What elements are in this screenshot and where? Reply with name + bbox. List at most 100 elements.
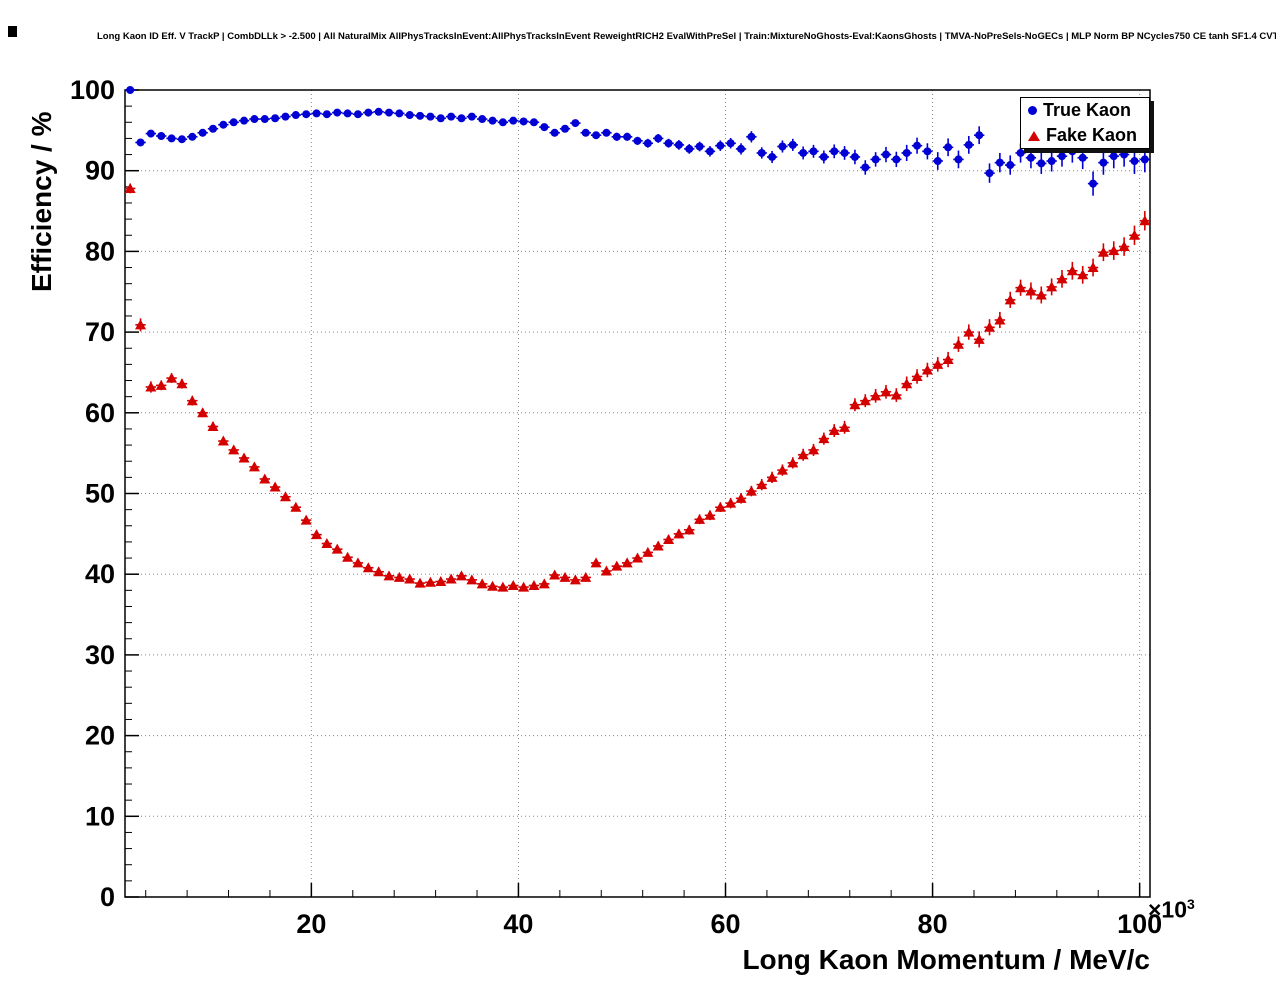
- x-tick-label: 100: [1117, 909, 1162, 939]
- x-axis-multiplier: ×103: [1148, 896, 1195, 924]
- data-point: [271, 114, 280, 123]
- data-point: [1109, 152, 1118, 161]
- x-tick-label: 80: [918, 909, 948, 939]
- data-point: [333, 108, 342, 117]
- data-point: [861, 163, 870, 172]
- data-point: [476, 578, 488, 589]
- data-point: [954, 155, 963, 164]
- y-tick-label: 70: [85, 317, 115, 347]
- data-point: [1108, 245, 1120, 256]
- data-point: [569, 574, 581, 585]
- data-point: [923, 147, 932, 156]
- data-point: [467, 112, 476, 121]
- data-point: [932, 358, 944, 369]
- data-point: [1004, 294, 1016, 305]
- data-point: [426, 112, 435, 121]
- data-point: [685, 144, 694, 153]
- data-point: [840, 148, 849, 157]
- data-point: [529, 118, 538, 127]
- y-tick-label: 10: [85, 801, 115, 831]
- data-point: [228, 444, 240, 455]
- data-point: [902, 148, 911, 157]
- data-point: [1140, 155, 1149, 164]
- data-point: [240, 116, 249, 125]
- data-point: [124, 182, 136, 193]
- data-point: [281, 112, 290, 121]
- data-point: [1035, 289, 1047, 300]
- series-true-kaon: [125, 86, 1150, 196]
- data-point: [507, 579, 519, 590]
- data-point: [704, 509, 716, 520]
- data-point: [435, 575, 447, 586]
- data-point: [322, 110, 331, 119]
- data-point: [198, 128, 207, 137]
- data-point: [374, 107, 383, 116]
- data-point: [952, 338, 964, 349]
- data-point: [550, 128, 559, 137]
- data-point: [478, 115, 487, 124]
- data-point: [984, 321, 996, 332]
- data-point: [166, 372, 178, 383]
- data-point: [964, 140, 973, 149]
- data-point: [269, 481, 281, 492]
- legend: True Kaon Fake Kaon: [1020, 97, 1150, 149]
- data-point: [995, 158, 1004, 167]
- data-point: [1046, 281, 1058, 292]
- data-point: [1066, 265, 1078, 276]
- data-point: [561, 124, 570, 133]
- data-point: [1057, 152, 1066, 161]
- data-point: [343, 109, 352, 118]
- data-point: [447, 112, 456, 121]
- data-point: [1139, 215, 1151, 226]
- data-point: [1056, 273, 1068, 284]
- y-tick-label: 50: [85, 479, 115, 509]
- data-point: [776, 464, 788, 475]
- data-point: [1089, 179, 1098, 188]
- data-point: [600, 565, 612, 576]
- data-point: [714, 501, 726, 512]
- data-point: [509, 116, 518, 125]
- data-point: [1068, 147, 1077, 156]
- data-point: [290, 501, 302, 512]
- data-point: [735, 492, 747, 503]
- data-point: [238, 452, 250, 463]
- data-point: [167, 134, 176, 143]
- data-point: [726, 139, 735, 148]
- data-point: [383, 570, 395, 581]
- data-point: [1097, 246, 1109, 257]
- data-point: [830, 147, 839, 156]
- data-point: [1026, 153, 1035, 162]
- data-point: [528, 579, 540, 590]
- legend-label-true-kaon: True Kaon: [1043, 100, 1132, 120]
- data-point: [519, 117, 528, 126]
- data-point: [808, 444, 820, 455]
- data-point: [311, 529, 323, 540]
- y-tick-label: 60: [85, 398, 115, 428]
- data-point: [1120, 150, 1129, 159]
- data-point: [963, 326, 975, 337]
- data-point: [683, 524, 695, 535]
- data-point: [766, 471, 778, 482]
- data-point: [664, 139, 673, 148]
- data-point: [737, 144, 746, 153]
- data-point: [455, 570, 467, 581]
- data-point: [592, 131, 601, 140]
- true-kaon-marker-icon: [1028, 106, 1037, 115]
- data-point: [219, 120, 228, 129]
- data-point: [944, 143, 953, 152]
- data-point: [632, 552, 643, 563]
- x-tick-label: 20: [296, 909, 326, 939]
- data-point: [913, 141, 922, 150]
- data-point: [229, 118, 238, 127]
- data-point: [1128, 229, 1140, 240]
- data-point: [705, 147, 714, 156]
- data-point: [136, 138, 145, 147]
- y-tick-label: 0: [100, 882, 115, 912]
- data-point: [745, 485, 757, 496]
- data-point: [436, 114, 445, 123]
- data-point: [652, 540, 664, 551]
- x-tick-label: 40: [503, 909, 533, 939]
- data-point: [364, 108, 373, 117]
